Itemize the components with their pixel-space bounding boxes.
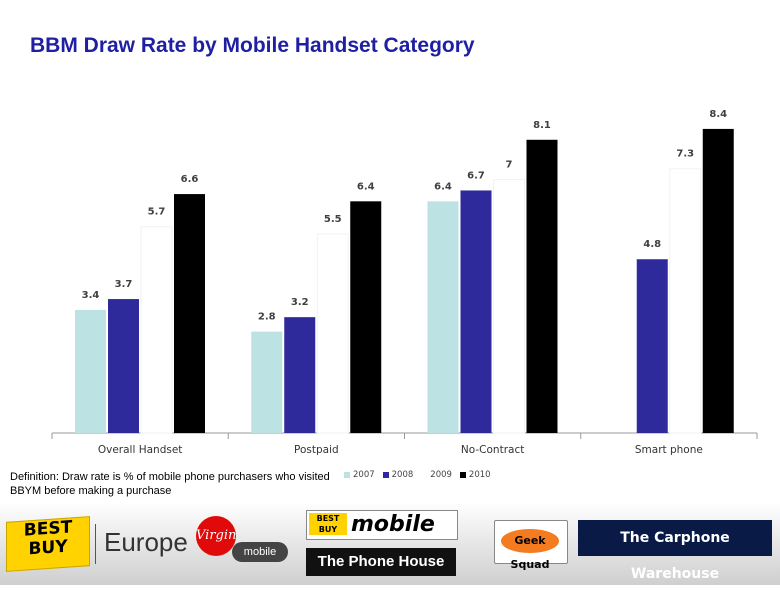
legend-label: 2007 bbox=[353, 470, 375, 480]
chart-title: BBM Draw Rate by Mobile Handset Category bbox=[30, 34, 475, 57]
data-label: 7.3 bbox=[676, 149, 694, 160]
phonehouse-logo: The Phone House bbox=[306, 548, 456, 576]
data-label: 8.1 bbox=[533, 120, 551, 131]
data-label: 2.8 bbox=[258, 312, 276, 323]
bar-2010-3 bbox=[702, 128, 734, 434]
legend-item-2007: 2007 bbox=[344, 470, 375, 480]
carphone-warehouse-logo: The Carphone Warehouse bbox=[578, 520, 772, 582]
bbm-tag-line1: BEST bbox=[316, 514, 340, 523]
bar-2010-2 bbox=[526, 139, 558, 433]
bar-chart: 3.4 2.8 6.4 3.7 3.2 6.7 4.8 5.7 5.5 7 7.3 6.6 6.4 8.1… bbox=[51, 109, 758, 456]
data-label: 3.7 bbox=[115, 279, 133, 290]
data-label: 5.5 bbox=[324, 214, 342, 225]
bar-2008-1 bbox=[284, 317, 316, 433]
data-label: 7 bbox=[506, 160, 513, 171]
chart-legend: 2007 2008 2009 2010 bbox=[344, 470, 491, 480]
data-label: 6.6 bbox=[181, 174, 199, 185]
bar-2009-0 bbox=[140, 226, 173, 434]
x-tick-label: Overall Handset bbox=[98, 444, 183, 456]
legend-swatch bbox=[344, 472, 350, 478]
bbm-tag-line2: BUY bbox=[318, 525, 338, 534]
virgin-logo: Virgin bbox=[196, 516, 236, 556]
bar-2007-2 bbox=[427, 201, 459, 433]
data-label: 4.8 bbox=[643, 239, 661, 250]
bar-2009-3 bbox=[669, 168, 702, 434]
bar-2009-2 bbox=[493, 179, 525, 434]
legend-swatch bbox=[382, 472, 389, 478]
bar-2008-3 bbox=[636, 259, 668, 433]
data-label: 3.2 bbox=[291, 297, 309, 308]
bar-2007-0 bbox=[75, 309, 106, 433]
bar-2007-1 bbox=[251, 331, 283, 433]
bar-2010-1 bbox=[350, 201, 382, 433]
bestbuy-mobile-logo: BEST BUY mobile bbox=[306, 510, 458, 540]
data-label: 3.4 bbox=[82, 290, 100, 301]
x-tick-label: Postpaid bbox=[294, 444, 339, 456]
virgin-mobile-label: mobile bbox=[232, 542, 288, 562]
legend-label: 2009 bbox=[430, 470, 452, 480]
legend-item-2009: 2009 bbox=[421, 470, 452, 480]
logo-divider bbox=[95, 524, 96, 564]
bar-2008-0 bbox=[108, 299, 139, 433]
data-label: 5.7 bbox=[148, 207, 166, 218]
bestbuy-mobile-text: mobile bbox=[351, 512, 435, 537]
europe-label: Europe bbox=[104, 527, 188, 557]
legend-item-2008: 2008 bbox=[382, 470, 414, 480]
x-tick-label: Smart phone bbox=[635, 444, 703, 456]
definition-note: Definition: Draw rate is % of mobile pho… bbox=[10, 471, 330, 497]
legend-item-2010: 2010 bbox=[459, 470, 491, 480]
legend-swatch bbox=[459, 472, 466, 478]
legend-label: 2010 bbox=[468, 470, 491, 480]
geeksquad-logo: Geek Squad bbox=[494, 520, 568, 571]
data-label: 8.4 bbox=[709, 109, 727, 120]
bar-2009-1 bbox=[316, 233, 349, 434]
bestbuy-logo: BEST BUY bbox=[6, 516, 90, 572]
x-tick-label: No-Contract bbox=[461, 444, 524, 456]
bar-2010-0 bbox=[174, 194, 205, 433]
data-label: 6.4 bbox=[357, 181, 375, 192]
bar-2008-2 bbox=[460, 190, 492, 433]
data-label: 6.7 bbox=[467, 170, 485, 181]
legend-label: 2008 bbox=[391, 470, 414, 480]
data-label: 6.4 bbox=[434, 181, 452, 192]
bestbuy-mobile-tag: BEST BUY bbox=[309, 513, 347, 535]
legend-swatch bbox=[421, 472, 428, 478]
geeksquad-text: Geek Squad bbox=[501, 529, 559, 571]
logo-bar: BEST BUY Europe Virgin mobile BEST BUY m… bbox=[0, 502, 780, 585]
